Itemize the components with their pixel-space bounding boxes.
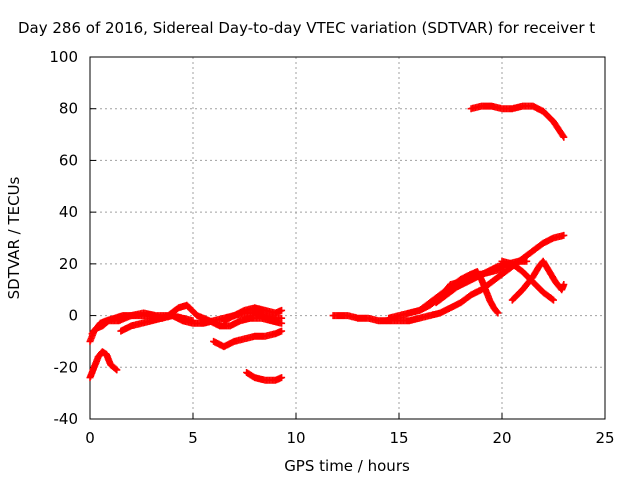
x-tick-label: 10 (286, 429, 305, 447)
y-tick-label: 60 (59, 151, 78, 169)
data-point (113, 366, 121, 374)
y-tick-label: 40 (59, 203, 78, 221)
data-point (560, 231, 568, 239)
x-tick-labels: 0 5 10 15 20 25 (85, 429, 614, 447)
y-tick-label: -40 (54, 410, 79, 428)
data-point (278, 374, 286, 382)
data-point (560, 133, 568, 141)
series-l (508, 257, 568, 304)
y-tick-label: -20 (54, 358, 79, 376)
y-tick-label: 20 (59, 255, 78, 273)
x-tick-label: 5 (188, 429, 198, 447)
series-e (117, 312, 197, 335)
x-tick-label: 20 (492, 429, 511, 447)
data-point (523, 257, 531, 265)
data-point (560, 281, 568, 288)
data-point (278, 319, 286, 327)
series-b (86, 348, 121, 382)
plot-frame (89, 56, 606, 420)
grid (89, 56, 606, 420)
y-tick-label: 0 (68, 307, 78, 325)
data-point (189, 317, 197, 325)
series-g (243, 369, 286, 384)
data-point (559, 132, 567, 140)
series-f (220, 304, 286, 325)
y-tick-labels: -40 -20 0 20 40 60 80 100 (49, 48, 78, 428)
y-tick-label: 80 (59, 100, 78, 118)
data-point (112, 365, 120, 373)
x-tick-label: 15 (389, 429, 408, 447)
x-axis-label: GPS time / hours (284, 457, 410, 475)
y-axis-label: SDTVAR / TECUs (5, 176, 23, 299)
series-k (432, 257, 531, 307)
data-point (550, 296, 557, 304)
series-n (467, 102, 568, 141)
data-point (278, 306, 286, 314)
data-marks (86, 102, 568, 384)
data-point (278, 327, 286, 335)
y-tick-label: 100 (49, 48, 78, 66)
data-point (548, 295, 556, 303)
series-d (210, 327, 286, 351)
x-tick-label: 0 (85, 429, 95, 447)
data-point (494, 309, 502, 317)
chart-title: Day 286 of 2016, Sidereal Day-to-day VTE… (18, 19, 595, 37)
series-m (498, 257, 557, 304)
x-tick-label: 25 (595, 429, 614, 447)
